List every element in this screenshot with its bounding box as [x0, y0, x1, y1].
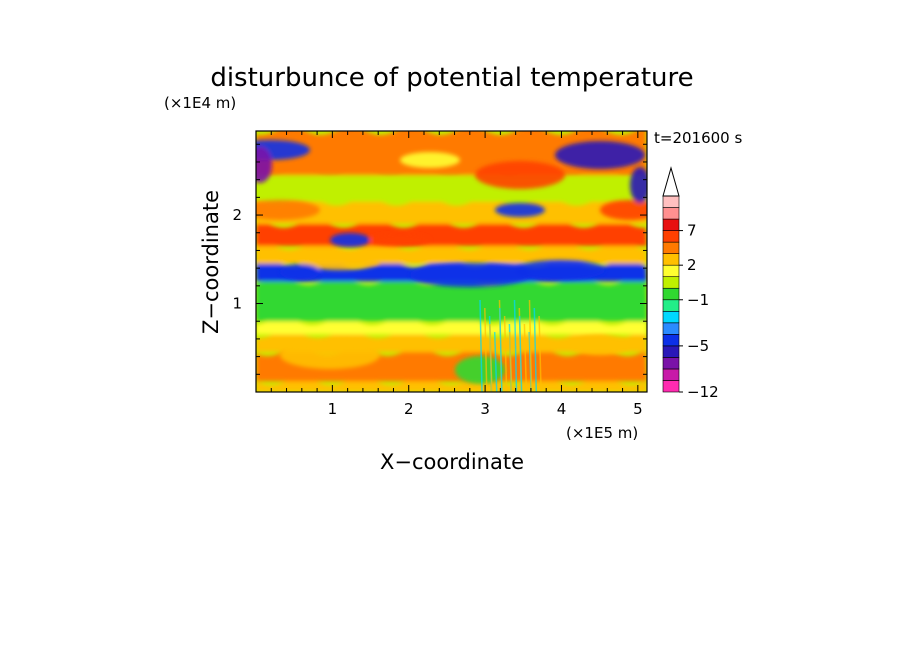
field-streak [370, 234, 430, 246]
colorbar-swatch [662, 230, 680, 243]
field-streak [570, 335, 630, 355]
field-streak [330, 233, 370, 247]
field-streak [495, 203, 545, 217]
field-band [256, 131, 647, 176]
x-tick-label: 4 [557, 400, 567, 418]
colorbar-swatch [662, 241, 680, 254]
field-turbulence-stroke [484, 307, 488, 392]
field-turbulence-stroke [503, 315, 508, 392]
field-streak [600, 200, 647, 220]
colorbar-swatch [662, 195, 680, 208]
field-streak [300, 254, 380, 270]
x-tick-label: 1 [328, 400, 338, 418]
y-tick-label: 2 [232, 206, 242, 224]
field-streak [280, 264, 320, 280]
colorbar-label: 2 [687, 256, 697, 274]
x-unit-label: (×1E5 m) [566, 424, 638, 442]
colorbar-extend-arrow [662, 166, 680, 197]
field-turbulence-stroke [508, 331, 513, 392]
colorbar-swatch [662, 310, 680, 324]
field-turbulence-stroke [479, 299, 483, 392]
colorbar-swatch [662, 299, 680, 312]
field-streak [410, 263, 530, 287]
colorbar-label: 7 [687, 222, 697, 240]
x-axis-label: X−coordinate [380, 450, 524, 474]
field-streak [555, 141, 645, 169]
y-tick-label: 1 [232, 295, 242, 313]
field-band [256, 197, 647, 224]
colorbar-swatch [662, 380, 680, 393]
colorbar-label: −1 [687, 291, 709, 309]
colorbar-swatch [662, 276, 680, 289]
colorbar: 7 2 −1 −5 −12 [662, 166, 719, 401]
colorbar-swatch [662, 357, 680, 370]
field-wave-texture [256, 140, 647, 384]
colorbar-swatch [662, 207, 680, 220]
field-streak [630, 167, 647, 203]
x-tick-label: 5 [633, 400, 643, 418]
colorbar-swatch [662, 322, 680, 335]
x-axis: 1 2 3 4 5 [270, 131, 643, 418]
y-axis: 12 [232, 143, 647, 375]
field-turbulence-stroke [493, 331, 498, 392]
colorbar-swatch [662, 287, 680, 301]
field-streak [400, 152, 460, 168]
field-streak [256, 147, 272, 183]
time-label: t=201600 s [654, 129, 742, 147]
colorbar-swatch [662, 253, 680, 266]
colorbar-swatch [662, 345, 680, 358]
x-tick-label: 2 [404, 400, 414, 418]
chart-title: disturbunce of potential temperature [210, 63, 693, 93]
colorbar-label: −5 [687, 337, 709, 355]
colorbar-label: −12 [687, 383, 719, 401]
field-turbulence-stroke [528, 299, 533, 392]
field-turbulence-stroke [533, 307, 538, 392]
field-turbulence-stroke [513, 299, 518, 392]
field-turbulence-stroke [489, 323, 493, 392]
colorbar-swatch [662, 264, 680, 278]
field-streak [475, 161, 565, 189]
y-unit-label: (×1E4 m) [164, 94, 236, 112]
field-streak [515, 260, 605, 280]
field-turbulence-stroke [518, 315, 523, 392]
colorbar-swatch [662, 368, 680, 381]
field-turbulence-stroke [523, 323, 528, 392]
field-turbulence-stroke [538, 315, 542, 392]
plot-frame [255, 130, 648, 393]
field-streak [280, 341, 380, 369]
x-tick-label: 3 [480, 400, 490, 418]
y-axis-label: Z−coordinate [199, 190, 223, 334]
field-streak [256, 200, 320, 220]
contour-field [256, 131, 647, 392]
field-band [256, 277, 647, 322]
field-turbulence-stroke [499, 307, 503, 392]
colorbar-swatch [662, 218, 680, 231]
field-band [256, 317, 647, 335]
field-streak [455, 356, 505, 384]
colorbar-swatch [662, 334, 680, 347]
